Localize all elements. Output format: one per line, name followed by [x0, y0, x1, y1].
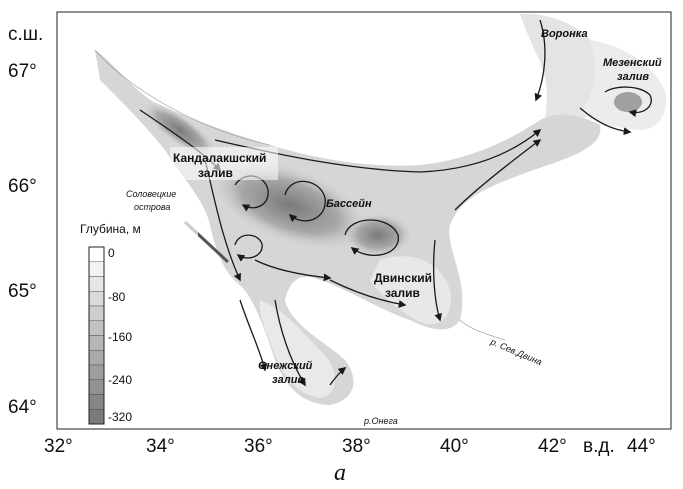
lat-tick-65: 65° — [8, 281, 37, 302]
legend-swatch — [88, 364, 105, 380]
lat-tick-64: 64° — [8, 397, 37, 418]
label-onega-bay-1: Онежский — [258, 360, 313, 372]
label-kandalaksha-2: залив — [198, 166, 233, 180]
legend-swatch — [88, 350, 105, 366]
legend-swatch — [88, 291, 105, 307]
label-solovetsky-2: острова — [134, 202, 170, 212]
lon-label: в.д. — [583, 436, 615, 457]
legend-label-80: -80 — [108, 290, 126, 304]
lon-tick-42: 42° — [538, 436, 567, 457]
legend-swatch — [88, 409, 105, 425]
lon-tick-44: 44° — [627, 436, 656, 457]
label-voronka: Воронка — [541, 28, 588, 40]
legend-swatch — [88, 379, 105, 395]
label-dvina-bay-2: залив — [385, 286, 420, 300]
label-kandalaksha-1: Кандалакшский — [173, 151, 266, 165]
legend-swatch — [88, 320, 105, 336]
legend-swatch — [88, 335, 105, 351]
lon-ticks: 32° 34° 36° 38° 40° 42° в.д. 44° — [44, 436, 656, 457]
legend-label-320: -320 — [108, 410, 132, 424]
legend-swatch — [88, 261, 105, 277]
label-onega-river: р.Онега — [363, 416, 398, 426]
legend-swatch — [88, 276, 105, 292]
lon-tick-40: 40° — [440, 436, 469, 457]
legend-colorbar — [88, 246, 105, 425]
sea-body — [94, 14, 667, 405]
legend-label-0: 0 — [108, 246, 115, 260]
legend-swatch — [88, 394, 105, 410]
legend-swatch — [88, 305, 105, 321]
legend-frame — [88, 246, 105, 425]
lon-tick-32: 32° — [44, 436, 73, 457]
legend-label-160: -160 — [108, 330, 132, 344]
label-dvina-bay-1: Двинский — [374, 271, 432, 285]
lon-tick-36: 36° — [244, 436, 273, 457]
label-mezen-bay-1: Мезенский — [603, 57, 662, 69]
label-onega-bay-2: залив — [272, 374, 304, 386]
legend-title: Глубина, м — [80, 222, 141, 236]
place-labels: Кандалакшский залив Бассейн Двинский зал… — [126, 28, 662, 426]
depth-legend: Глубина, м 0 -80 -160 -240 -320 — [78, 220, 198, 425]
legend-swatch — [88, 246, 105, 262]
lat-tick-67: 67° — [8, 61, 37, 82]
lon-tick-38: 38° — [342, 436, 371, 457]
lon-tick-34: 34° — [146, 436, 175, 457]
label-solovetsky-1: Соловецкие — [126, 189, 176, 199]
lat-ticks: с.ш. 67° 66° 65° 64° — [8, 24, 43, 418]
legend-label-240: -240 — [108, 373, 132, 387]
label-basin: Бассейн — [326, 198, 372, 210]
lat-label: с.ш. — [8, 24, 43, 45]
lat-tick-66: 66° — [8, 176, 37, 197]
figure-caption: a — [334, 460, 346, 486]
label-mezen-bay-2: залив — [617, 71, 649, 83]
